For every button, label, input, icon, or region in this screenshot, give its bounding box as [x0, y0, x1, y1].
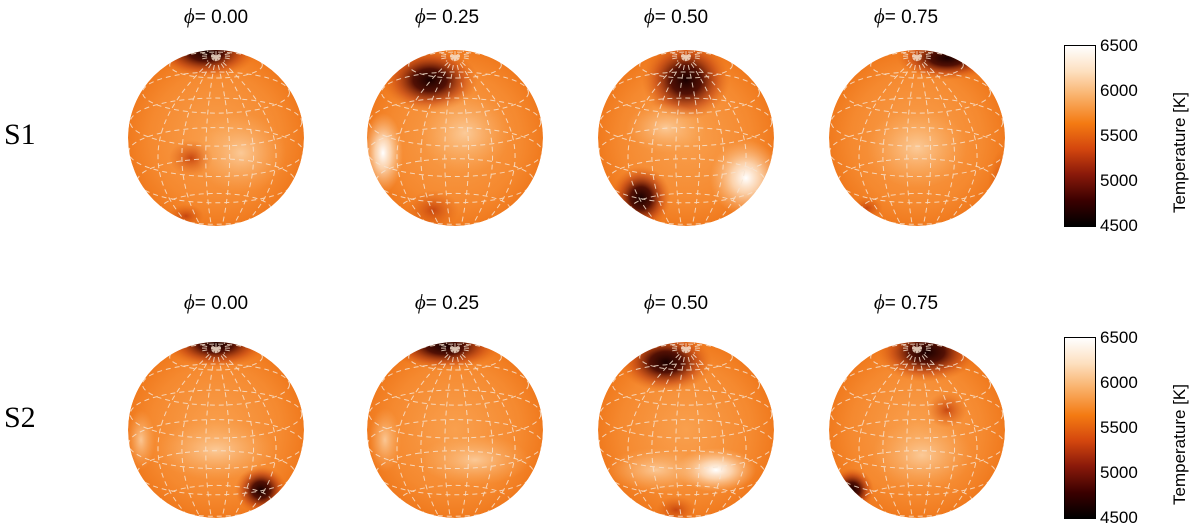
phase-label-s1-0: ϕ= 0.00: [183, 4, 249, 28]
colorbar-s1-tick-5000: 5000: [1100, 171, 1138, 190]
surface-spot: [710, 140, 774, 216]
row-label-s2: S2: [4, 401, 36, 434]
surface-spot: [156, 420, 276, 480]
star-sphere: [598, 342, 774, 518]
surface-spot: [156, 50, 256, 78]
surface-spot: [927, 392, 967, 428]
surface-spot: [676, 448, 756, 492]
surface-spot: [867, 108, 967, 188]
star-sphere: [829, 50, 1005, 226]
surface-spot: [367, 113, 403, 193]
surface-spot: [420, 435, 530, 485]
colorbar-s1-tick-6500: 6500: [1100, 36, 1138, 55]
colorbar-s2-tick-5500: 5500: [1100, 418, 1138, 437]
surface-spot: [851, 196, 883, 220]
coordinate-grid: [367, 342, 543, 518]
surface-spot: [128, 410, 155, 470]
surface-spot: [168, 204, 204, 226]
phase-label-s1-2: ϕ= 0.50: [643, 4, 709, 28]
colorbar-s1-tick-4500: 4500: [1100, 216, 1138, 235]
colorbar-s2-title: Temperature [K]: [1170, 384, 1189, 505]
row-label-s1: S1: [4, 118, 36, 151]
colorbar-s1-tick-5500: 5500: [1100, 126, 1138, 145]
colorbar-s2-tick-4500: 4500: [1100, 508, 1138, 527]
surface-spot: [877, 342, 977, 382]
colorbar-s2-tick-6000: 6000: [1100, 373, 1138, 392]
surface-spot: [260, 208, 292, 226]
colorbar-s1-title: Temperature [K]: [1170, 92, 1189, 213]
surface-spot: [642, 50, 730, 120]
surface-spot: [620, 342, 712, 392]
surface-spot: [656, 496, 696, 518]
surface-spot: [897, 50, 997, 80]
star-sphere: [367, 342, 543, 518]
colorbar-s2: [1064, 337, 1096, 519]
surface-spot: [872, 420, 972, 490]
star-sphere: [829, 342, 1005, 518]
colorbar-s1-tick-6000: 6000: [1100, 81, 1138, 100]
phase-label-s2-1: ϕ= 0.25: [414, 290, 480, 314]
colorbar-s2-tick-6500: 6500: [1100, 328, 1138, 347]
surface-spot: [606, 448, 706, 492]
star-sphere: [367, 50, 543, 226]
star-sphere: [128, 50, 304, 226]
colorbar-s2-tick-5000: 5000: [1100, 463, 1138, 482]
star-sphere: [598, 50, 774, 226]
phase-label-s1-1: ϕ= 0.25: [414, 4, 480, 28]
phase-label-s2-0: ϕ= 0.00: [183, 290, 249, 314]
surface-spot: [988, 150, 1005, 226]
star-surface-maps: [128, 50, 1005, 518]
phase-label-s2-2: ϕ= 0.50: [643, 290, 709, 314]
colorbar-s1: [1064, 45, 1096, 227]
phase-label-s2-3: ϕ= 0.75: [873, 290, 939, 314]
star-sphere: [128, 342, 304, 518]
surface-spot: [830, 468, 874, 512]
phase-label-s1-3: ϕ= 0.75: [873, 4, 939, 28]
